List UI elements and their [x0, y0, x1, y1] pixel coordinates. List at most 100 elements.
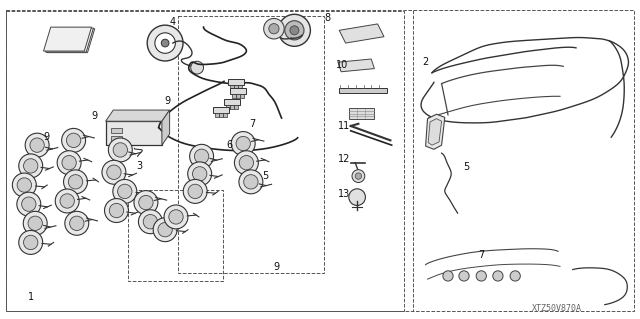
Circle shape	[290, 26, 299, 35]
Circle shape	[55, 189, 79, 213]
Bar	[226, 105, 230, 109]
Circle shape	[102, 160, 126, 184]
Circle shape	[17, 178, 31, 192]
Circle shape	[188, 184, 202, 199]
Circle shape	[231, 131, 255, 156]
Polygon shape	[428, 119, 442, 145]
Text: XTZ50V870A: XTZ50V870A	[532, 304, 582, 313]
Circle shape	[147, 25, 183, 61]
Polygon shape	[47, 29, 95, 53]
Text: 10: 10	[336, 60, 349, 70]
Circle shape	[234, 151, 259, 175]
Circle shape	[113, 143, 127, 157]
Text: 7: 7	[478, 250, 484, 260]
Text: 6: 6	[226, 140, 232, 150]
Circle shape	[349, 189, 365, 205]
Text: 13: 13	[338, 189, 351, 199]
Text: 9: 9	[43, 131, 49, 142]
Bar	[215, 113, 219, 117]
Text: 9: 9	[273, 262, 280, 272]
Circle shape	[183, 179, 207, 204]
Bar	[238, 85, 242, 89]
Circle shape	[189, 144, 214, 168]
Circle shape	[62, 155, 76, 170]
Bar	[230, 105, 234, 109]
Circle shape	[68, 174, 83, 189]
Bar	[224, 99, 239, 105]
Text: 5: 5	[463, 162, 469, 173]
Text: 1: 1	[28, 292, 34, 302]
Bar	[234, 105, 238, 109]
Circle shape	[60, 194, 74, 208]
Circle shape	[169, 210, 183, 224]
Bar	[223, 113, 227, 117]
Circle shape	[264, 19, 284, 39]
Bar	[178, 16, 324, 273]
Circle shape	[493, 271, 503, 281]
Circle shape	[30, 138, 44, 152]
Bar	[339, 88, 387, 93]
Bar	[111, 142, 122, 148]
Circle shape	[113, 179, 137, 204]
Circle shape	[118, 184, 132, 199]
Bar	[219, 113, 223, 117]
Circle shape	[188, 162, 212, 186]
Text: 3: 3	[136, 161, 143, 171]
Circle shape	[143, 214, 157, 229]
Circle shape	[138, 210, 163, 234]
Circle shape	[63, 170, 88, 194]
Circle shape	[476, 271, 486, 281]
Bar	[212, 107, 229, 113]
Circle shape	[104, 198, 129, 223]
Circle shape	[107, 165, 121, 180]
Bar	[234, 85, 237, 89]
Circle shape	[443, 271, 453, 281]
Bar	[349, 108, 374, 119]
Circle shape	[239, 170, 263, 194]
Circle shape	[22, 197, 36, 211]
Circle shape	[108, 138, 132, 162]
Circle shape	[164, 205, 188, 229]
Text: 12: 12	[338, 154, 351, 165]
Bar	[230, 88, 246, 94]
Circle shape	[61, 128, 86, 152]
Circle shape	[24, 159, 38, 173]
Circle shape	[134, 190, 158, 215]
Text: 11: 11	[338, 121, 351, 131]
Bar	[111, 128, 122, 133]
Polygon shape	[45, 28, 93, 52]
Text: 5: 5	[262, 171, 269, 181]
Circle shape	[459, 271, 469, 281]
Text: 2: 2	[422, 57, 429, 67]
Polygon shape	[44, 27, 92, 51]
Circle shape	[244, 174, 258, 189]
Circle shape	[28, 216, 42, 231]
Circle shape	[278, 14, 310, 46]
Circle shape	[109, 203, 124, 218]
Circle shape	[352, 170, 365, 182]
Bar	[236, 94, 240, 98]
Bar	[6, 11, 404, 311]
Polygon shape	[426, 114, 445, 149]
Circle shape	[17, 192, 41, 216]
Bar	[228, 79, 243, 85]
Bar	[230, 85, 234, 89]
Circle shape	[161, 39, 169, 47]
Circle shape	[191, 61, 204, 74]
Circle shape	[65, 211, 89, 235]
Polygon shape	[162, 110, 170, 145]
Polygon shape	[338, 59, 374, 72]
Circle shape	[19, 154, 43, 178]
Text: 7: 7	[250, 119, 256, 129]
Circle shape	[195, 149, 209, 164]
Circle shape	[193, 167, 207, 181]
Circle shape	[70, 216, 84, 231]
Circle shape	[269, 24, 279, 34]
Circle shape	[24, 235, 38, 250]
Circle shape	[239, 155, 253, 170]
Polygon shape	[339, 24, 384, 43]
Bar	[111, 136, 122, 141]
Circle shape	[510, 271, 520, 281]
Circle shape	[285, 21, 304, 40]
Circle shape	[355, 173, 362, 179]
